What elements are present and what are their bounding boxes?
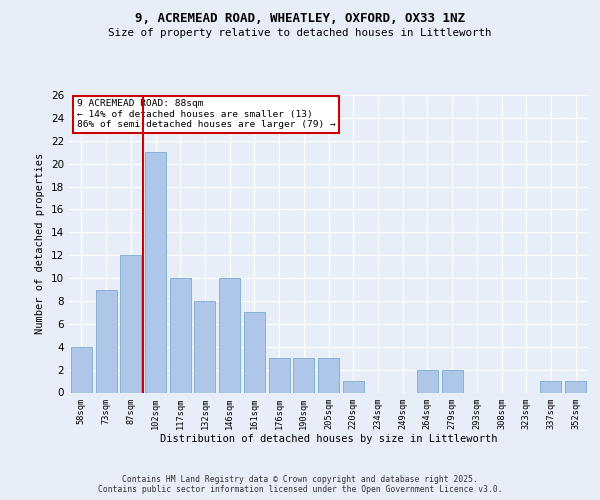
Bar [318, 358, 339, 392]
Bar [194, 301, 215, 392]
Bar [293, 358, 314, 392]
Bar [565, 381, 586, 392]
Bar [417, 370, 438, 392]
Bar [120, 255, 141, 392]
Bar [442, 370, 463, 392]
Bar [71, 346, 92, 393]
Text: Contains HM Land Registry data © Crown copyright and database right 2025.
Contai: Contains HM Land Registry data © Crown c… [98, 474, 502, 494]
Text: 9 ACREMEAD ROAD: 88sqm
← 14% of detached houses are smaller (13)
86% of semi-det: 9 ACREMEAD ROAD: 88sqm ← 14% of detached… [77, 100, 335, 130]
Bar [541, 381, 562, 392]
Text: Size of property relative to detached houses in Littleworth: Size of property relative to detached ho… [108, 28, 492, 38]
Bar [244, 312, 265, 392]
Bar [170, 278, 191, 392]
Bar [95, 290, 116, 393]
X-axis label: Distribution of detached houses by size in Littleworth: Distribution of detached houses by size … [160, 434, 497, 444]
Text: 9, ACREMEAD ROAD, WHEATLEY, OXFORD, OX33 1NZ: 9, ACREMEAD ROAD, WHEATLEY, OXFORD, OX33… [135, 12, 465, 26]
Bar [269, 358, 290, 392]
Y-axis label: Number of detached properties: Number of detached properties [35, 153, 46, 334]
Bar [343, 381, 364, 392]
Bar [145, 152, 166, 392]
Bar [219, 278, 240, 392]
